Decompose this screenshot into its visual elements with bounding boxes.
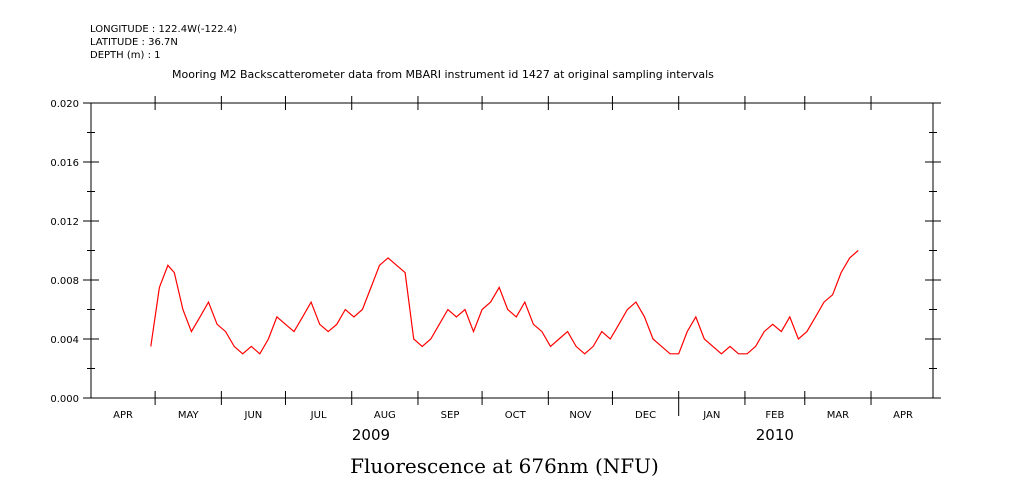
x-month-label: FEB — [765, 410, 784, 421]
x-month-label: APR — [113, 410, 133, 421]
y-tick-label: 0.016 — [50, 158, 79, 169]
x-month-label: OCT — [505, 410, 527, 421]
data-series-line — [150, 250, 859, 355]
latitude-label: LATITUDE : 36.7N — [90, 37, 178, 48]
x-month-label: MAR — [827, 410, 849, 421]
x-month-label: JAN — [702, 410, 720, 421]
plot-frame — [90, 102, 934, 399]
y-tick-label: 0.012 — [50, 217, 79, 228]
x-month-label: JUN — [244, 410, 263, 421]
x-month-label: APR — [893, 410, 913, 421]
axis-layer: 0.000 0.004 0.008 0.012 0.016 0.020 APR MAY JUN J… — [50, 96, 941, 444]
x-year-label: 2009 — [352, 426, 390, 444]
data-line-layer — [150, 250, 859, 355]
y-tick-label: 0.008 — [50, 276, 79, 287]
x-month-label: DEC — [635, 410, 656, 421]
y-tick-label: 0.004 — [50, 335, 79, 346]
y-tick-label: 0.020 — [50, 99, 79, 110]
x-month-label: NOV — [569, 410, 591, 421]
depth-label: DEPTH (m) : 1 — [90, 50, 161, 61]
longitude-label: LONGITUDE : 122.4W(-122.4) — [90, 24, 237, 35]
x-month-label: MAY — [178, 410, 200, 421]
x-axis-label: Fluorescence at 676nm (NFU) — [350, 454, 659, 478]
chart-title: Mooring M2 Backscatterometer data from M… — [172, 68, 714, 81]
x-month-label: AUG — [374, 410, 396, 421]
x-month-label: SEP — [441, 410, 460, 421]
x-month-label: JUL — [310, 410, 327, 421]
y-tick-label: 0.000 — [50, 394, 79, 405]
x-year-label: 2010 — [756, 426, 794, 444]
